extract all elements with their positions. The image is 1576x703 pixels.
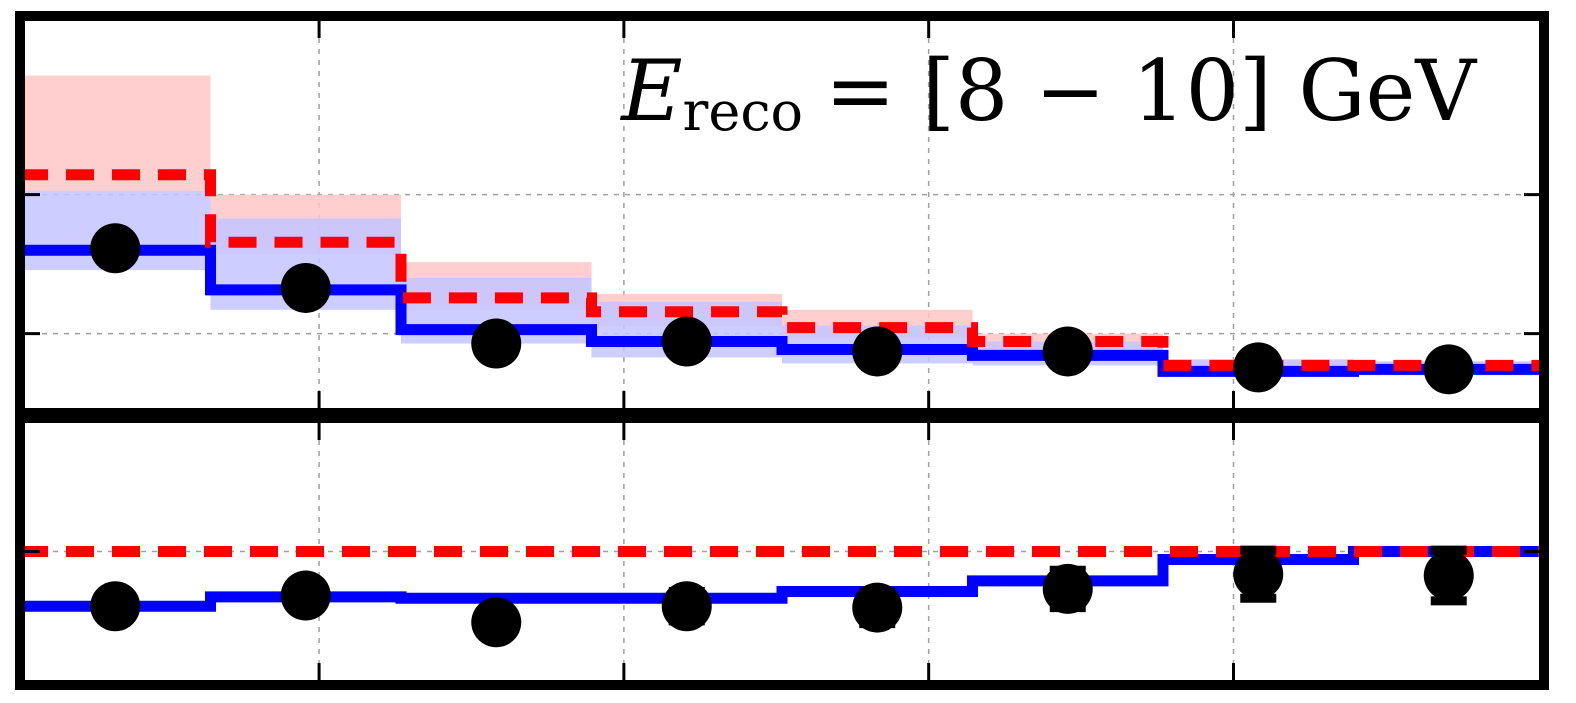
top-data-point-7 xyxy=(1423,344,1474,395)
bottom-data-point-6 xyxy=(1233,549,1284,600)
energy-symbol: E xyxy=(619,42,682,140)
top-red-dashed-line xyxy=(20,169,1544,371)
top-data-point-3 xyxy=(661,316,712,367)
bottom-panel xyxy=(15,413,1549,690)
top-data-point-1 xyxy=(280,262,331,313)
top-data-point-4 xyxy=(852,326,903,377)
bottom-blue-solid-line xyxy=(20,546,1544,612)
bottom-data-point-7 xyxy=(1423,550,1474,601)
top-data-point-0 xyxy=(90,223,141,274)
bottom-plot-frame xyxy=(15,413,1549,690)
top-points xyxy=(90,223,1474,395)
bottom-points xyxy=(90,545,1474,648)
bottom-lines xyxy=(20,546,1544,612)
energy-annotation: Ereco = [8 − 10] GeV xyxy=(619,42,1477,143)
bottom-data-point-2 xyxy=(471,597,522,648)
bottom-data-point-4 xyxy=(852,582,903,633)
bottom-data-point-1 xyxy=(280,570,331,621)
bottom-data-point-3 xyxy=(661,581,712,632)
top-panel: Ereco = [8 − 10] GeV xyxy=(15,11,1549,418)
energy-range: = [8 − 10] GeV xyxy=(825,42,1477,140)
top-data-point-2 xyxy=(471,318,522,369)
bottom-data-point-5 xyxy=(1042,563,1093,614)
top-data-point-6 xyxy=(1233,342,1284,393)
top-data-point-5 xyxy=(1042,326,1093,377)
bottom-data-point-0 xyxy=(90,581,141,632)
energy-subscript: reco xyxy=(683,80,804,143)
